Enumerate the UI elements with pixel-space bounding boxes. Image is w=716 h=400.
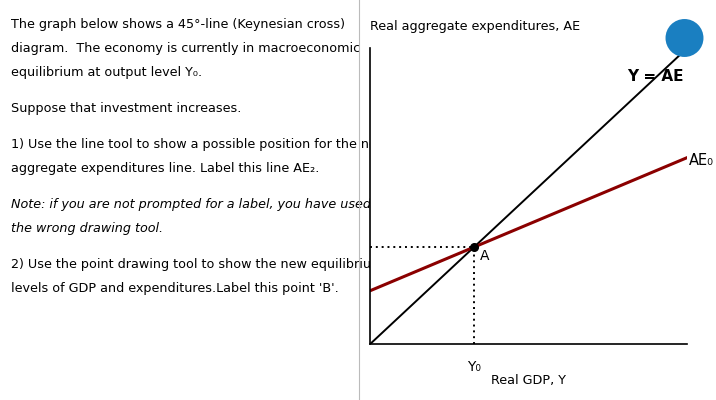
Text: AE₀: AE₀ (689, 153, 714, 168)
Text: the wrong drawing tool.: the wrong drawing tool. (11, 222, 163, 235)
Text: levels of GDP and expenditures.Label this point 'B'.: levels of GDP and expenditures.Label thi… (11, 282, 339, 295)
Text: aggregate expenditures line. Label this line AE₂.: aggregate expenditures line. Label this … (11, 162, 319, 175)
Text: Y₀: Y₀ (467, 360, 481, 374)
Text: 1) Use the line tool to show a possible position for the new: 1) Use the line tool to show a possible … (11, 138, 387, 151)
Text: diagram.  The economy is currently in macroeconomic: diagram. The economy is currently in mac… (11, 42, 360, 55)
Text: Suppose that investment increases.: Suppose that investment increases. (11, 102, 241, 115)
Text: Y = AE: Y = AE (627, 68, 684, 84)
Text: 2) Use the point drawing tool to show the new equilibrium: 2) Use the point drawing tool to show th… (11, 258, 383, 271)
Text: Real GDP, Y: Real GDP, Y (491, 374, 566, 386)
Text: A: A (480, 249, 489, 263)
Text: Real aggregate expenditures, AE: Real aggregate expenditures, AE (370, 20, 580, 33)
Text: The graph below shows a 45°-line (Keynesian cross): The graph below shows a 45°-line (Keynes… (11, 18, 345, 31)
Circle shape (667, 20, 702, 56)
Text: equilibrium at output level Y₀.: equilibrium at output level Y₀. (11, 66, 202, 79)
Text: Note: if you are not prompted for a label, you have used: Note: if you are not prompted for a labe… (11, 198, 371, 211)
Text: +: + (677, 29, 692, 47)
